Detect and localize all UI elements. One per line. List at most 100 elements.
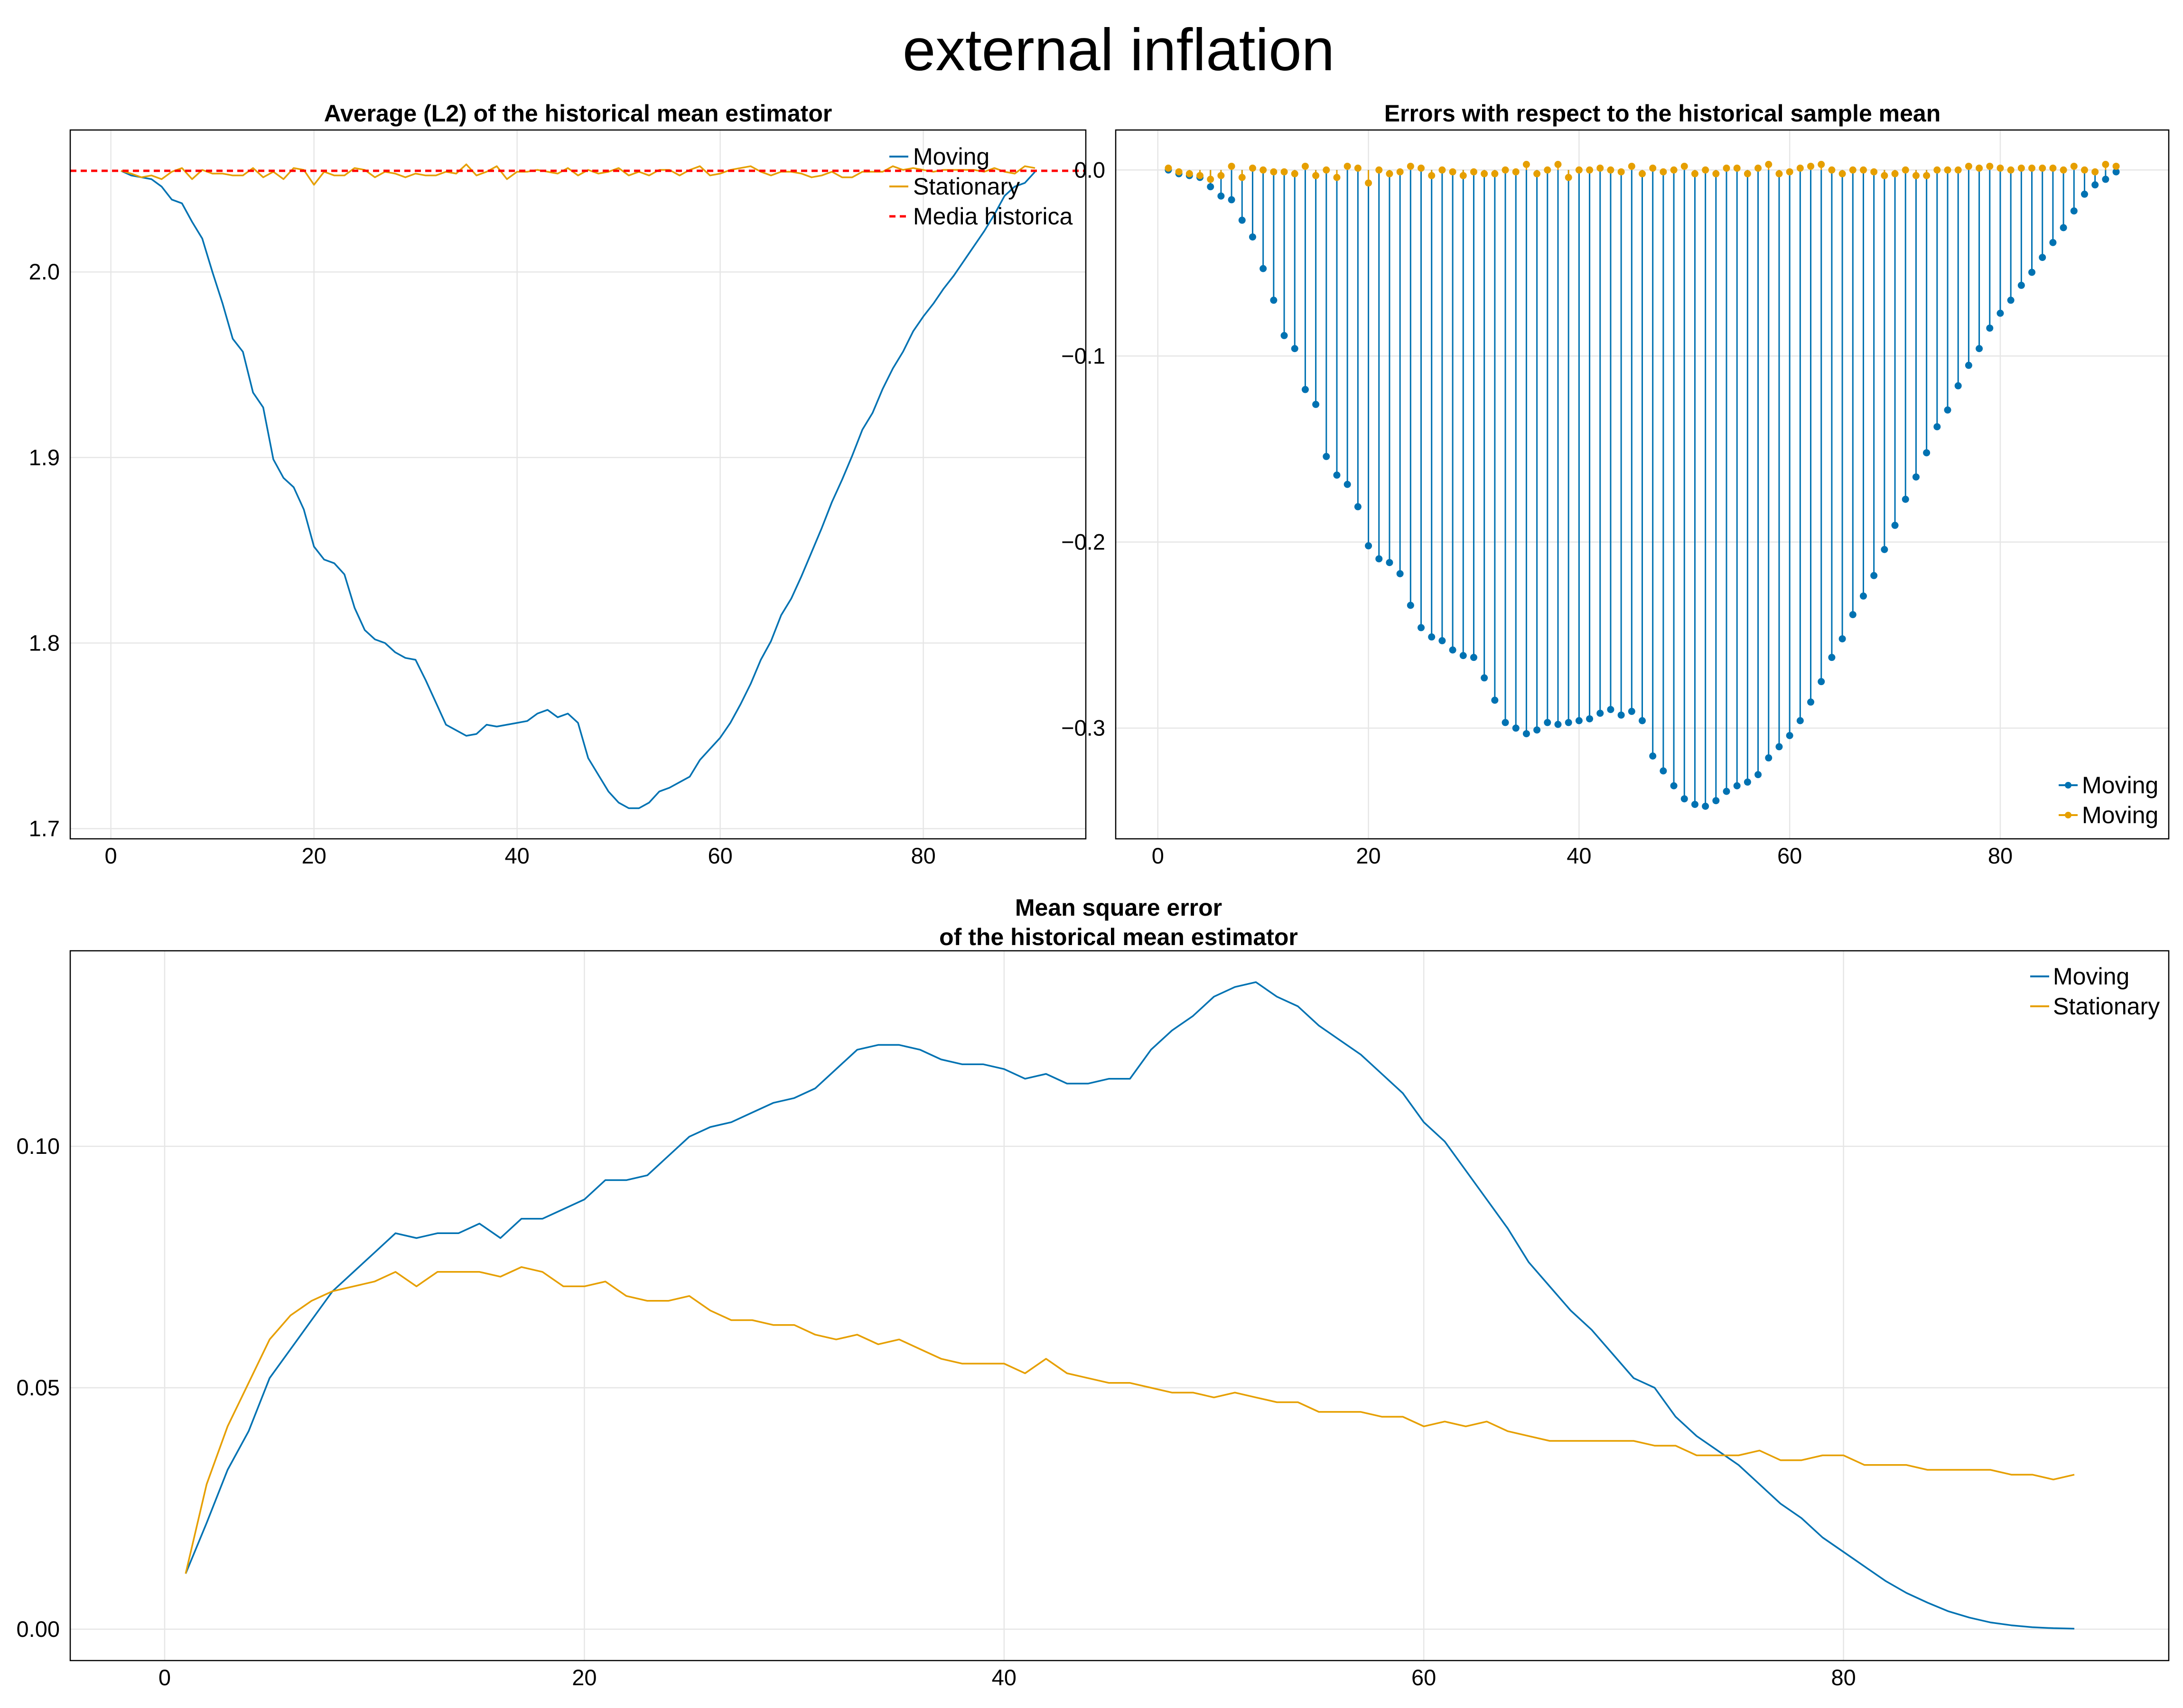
average-plot-frame <box>69 129 1087 840</box>
stem-marker-orange <box>1365 179 1372 187</box>
x-tick-label: 80 <box>911 843 935 868</box>
stem-marker-blue <box>1354 503 1362 511</box>
stem-marker-orange <box>1407 162 1414 170</box>
stem-marker-orange <box>1228 162 1235 170</box>
stem-marker-orange <box>1196 172 1204 179</box>
stem-marker-blue <box>1859 592 1867 600</box>
stem-marker-blue <box>1449 646 1456 654</box>
stem-marker-orange <box>1481 170 1488 177</box>
stem-marker-orange <box>1818 161 1825 168</box>
stem-marker-orange <box>1881 172 1888 179</box>
stem-marker-orange <box>1165 164 1172 172</box>
stem-marker-blue <box>1270 297 1278 304</box>
stem-marker-orange <box>1596 164 1604 172</box>
mse-gridlines <box>70 951 2169 1661</box>
stem-marker-orange <box>2007 166 2015 174</box>
series-line-moving <box>185 981 2075 1630</box>
stem-marker-orange <box>1733 164 1741 172</box>
stem-marker-blue <box>1386 559 1393 566</box>
stem-marker-blue <box>1365 542 1372 549</box>
y-tick-label: −0.2 <box>1061 529 1105 555</box>
stem-marker-orange <box>1565 174 1572 181</box>
average-data <box>70 163 1086 809</box>
stem-marker-blue <box>1986 325 1994 332</box>
y-tick-label: 0.10 <box>17 1133 60 1159</box>
stem-marker-blue <box>1680 795 1688 803</box>
stem-marker-orange <box>1859 166 1867 174</box>
stem-marker-blue <box>1533 726 1541 734</box>
stem-marker-orange <box>1691 170 1698 177</box>
series-line-stationary <box>185 1266 2075 1574</box>
stem-marker-blue <box>2017 281 2025 289</box>
stem-marker-orange <box>1639 170 1646 177</box>
stem-marker-blue <box>1775 743 1783 751</box>
stem-marker-orange <box>1933 166 1941 174</box>
stem-marker-blue <box>1786 732 1793 739</box>
stem-marker-orange <box>1270 168 1278 176</box>
legend-marker-moving-orange <box>2065 812 2071 818</box>
stem-marker-blue <box>1228 196 1235 204</box>
stem-marker-blue <box>2080 190 2088 198</box>
stem-marker-orange <box>2049 164 2057 172</box>
stem-marker-orange <box>1660 168 1667 176</box>
stem-marker-blue <box>1586 715 1594 723</box>
mse-title-line: of the historical mean estimator <box>939 924 1298 950</box>
stem-marker-orange <box>1185 170 1193 177</box>
x-tick-label: 0 <box>105 843 117 868</box>
stem-marker-blue <box>1259 265 1267 272</box>
y-tick-label: 0.00 <box>17 1616 60 1642</box>
stem-marker-blue <box>2070 207 2078 215</box>
stem-marker-orange <box>1902 166 1909 174</box>
stem-marker-orange <box>1702 166 1709 174</box>
x-tick-label: 20 <box>1356 843 1381 868</box>
stem-marker-orange <box>1449 168 1456 176</box>
stem-marker-orange <box>1512 168 1520 176</box>
stem-marker-blue <box>1554 721 1562 728</box>
stem-marker-blue <box>1565 719 1572 726</box>
legend-label-stationary: Stationary <box>2053 993 2160 1020</box>
stem-marker-orange <box>2080 166 2088 174</box>
errors-legend: Moving Moving <box>2059 772 2158 828</box>
stem-marker-blue <box>1891 521 1899 529</box>
x-tick-label: 40 <box>504 843 529 868</box>
stem-marker-orange <box>1491 170 1499 177</box>
stem-marker-orange <box>1522 161 1530 168</box>
stem-marker-blue <box>1818 678 1825 686</box>
stem-marker-orange <box>1544 166 1551 174</box>
stem-marker-orange <box>1996 164 2004 172</box>
stem-marker-blue <box>1596 709 1604 717</box>
mse-title-line: Mean square error <box>1015 894 1222 921</box>
stem-marker-blue <box>2102 176 2109 183</box>
stem-marker-orange <box>1744 170 1751 177</box>
stem-marker-blue <box>1744 778 1751 786</box>
stem-marker-orange <box>1775 170 1783 177</box>
stem-marker-blue <box>1575 717 1583 724</box>
stem-marker-orange <box>1333 174 1341 181</box>
stem-marker-orange <box>1723 164 1730 172</box>
stem-marker-orange <box>1470 168 1477 176</box>
stem-marker-orange <box>1765 161 1773 168</box>
stem-marker-blue <box>1807 698 1815 706</box>
stem-marker-orange <box>1386 170 1393 177</box>
stem-marker-orange <box>1796 164 1804 172</box>
stem-marker-blue <box>1512 724 1520 732</box>
mse-ticks: 0 20 40 60 80 0.00 0.05 0.10 <box>17 1133 1856 1690</box>
stem-marker-blue <box>1923 449 1931 456</box>
figure-title: external inflation <box>903 17 1334 83</box>
stem-marker-blue <box>1944 406 1951 414</box>
stem-marker-orange <box>2039 164 2046 172</box>
x-tick-label: 80 <box>1988 843 2013 868</box>
stem-marker-blue <box>1912 473 1920 481</box>
legend-marker-moving-blue <box>2065 782 2071 789</box>
stem-marker-orange <box>1175 168 1183 176</box>
stem-marker-blue <box>1375 555 1383 563</box>
stem-marker-blue <box>1954 382 1962 390</box>
stem-marker-blue <box>1965 362 1972 369</box>
stem-marker-blue <box>1660 767 1667 775</box>
stem-marker-orange <box>1575 166 1583 174</box>
stem-marker-orange <box>1354 164 1362 172</box>
stem-marker-orange <box>2112 162 2120 170</box>
stem-marker-orange <box>1259 166 1267 174</box>
stem-marker-orange <box>1649 164 1657 172</box>
stem-marker-blue <box>1522 730 1530 737</box>
